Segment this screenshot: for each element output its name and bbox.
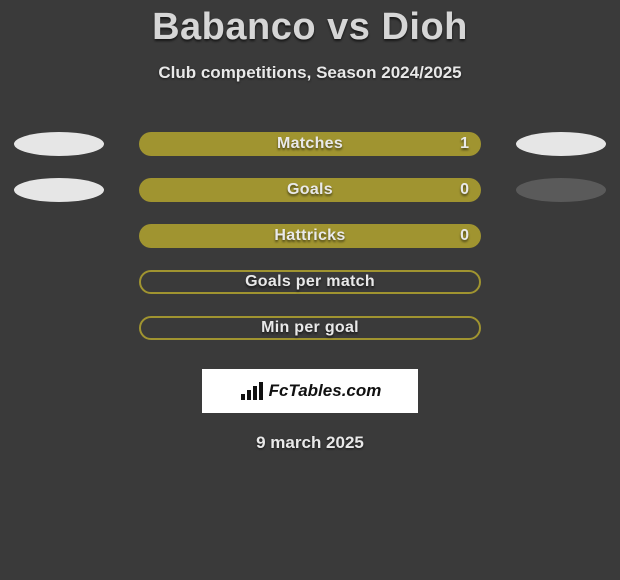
stat-bar: Hattricks 0 (139, 224, 481, 248)
stat-label: Goals (287, 181, 333, 199)
date-text: 9 march 2025 (0, 433, 620, 453)
stat-row: Goals per match (0, 259, 620, 305)
stat-row: Min per goal (0, 305, 620, 351)
brand-text: FcTables.com (269, 381, 382, 401)
brand-badge: FcTables.com (202, 369, 418, 413)
left-pill (14, 132, 104, 156)
right-pill (516, 178, 606, 202)
stat-bar: Goals 0 (139, 178, 481, 202)
right-pill (516, 132, 606, 156)
stat-bar: Goals per match (139, 270, 481, 294)
comparison-chart: Matches 1 Goals 0 Hattricks 0 Goals per match M… (0, 121, 620, 351)
stat-row: Matches 1 (0, 121, 620, 167)
stat-value: 0 (460, 227, 469, 245)
stat-label: Goals per match (245, 273, 375, 291)
stat-label: Min per goal (261, 319, 359, 337)
stat-label: Matches (277, 135, 343, 153)
stat-value: 0 (460, 181, 469, 199)
stat-row: Goals 0 (0, 167, 620, 213)
stat-bar: Matches 1 (139, 132, 481, 156)
stat-bar: Min per goal (139, 316, 481, 340)
stat-label: Hattricks (274, 227, 345, 245)
left-pill (14, 178, 104, 202)
stat-value: 1 (460, 135, 469, 153)
subtitle: Club competitions, Season 2024/2025 (0, 63, 620, 83)
barchart-icon (239, 380, 265, 402)
stat-row: Hattricks 0 (0, 213, 620, 259)
page-title: Babanco vs Dioh (0, 0, 620, 49)
